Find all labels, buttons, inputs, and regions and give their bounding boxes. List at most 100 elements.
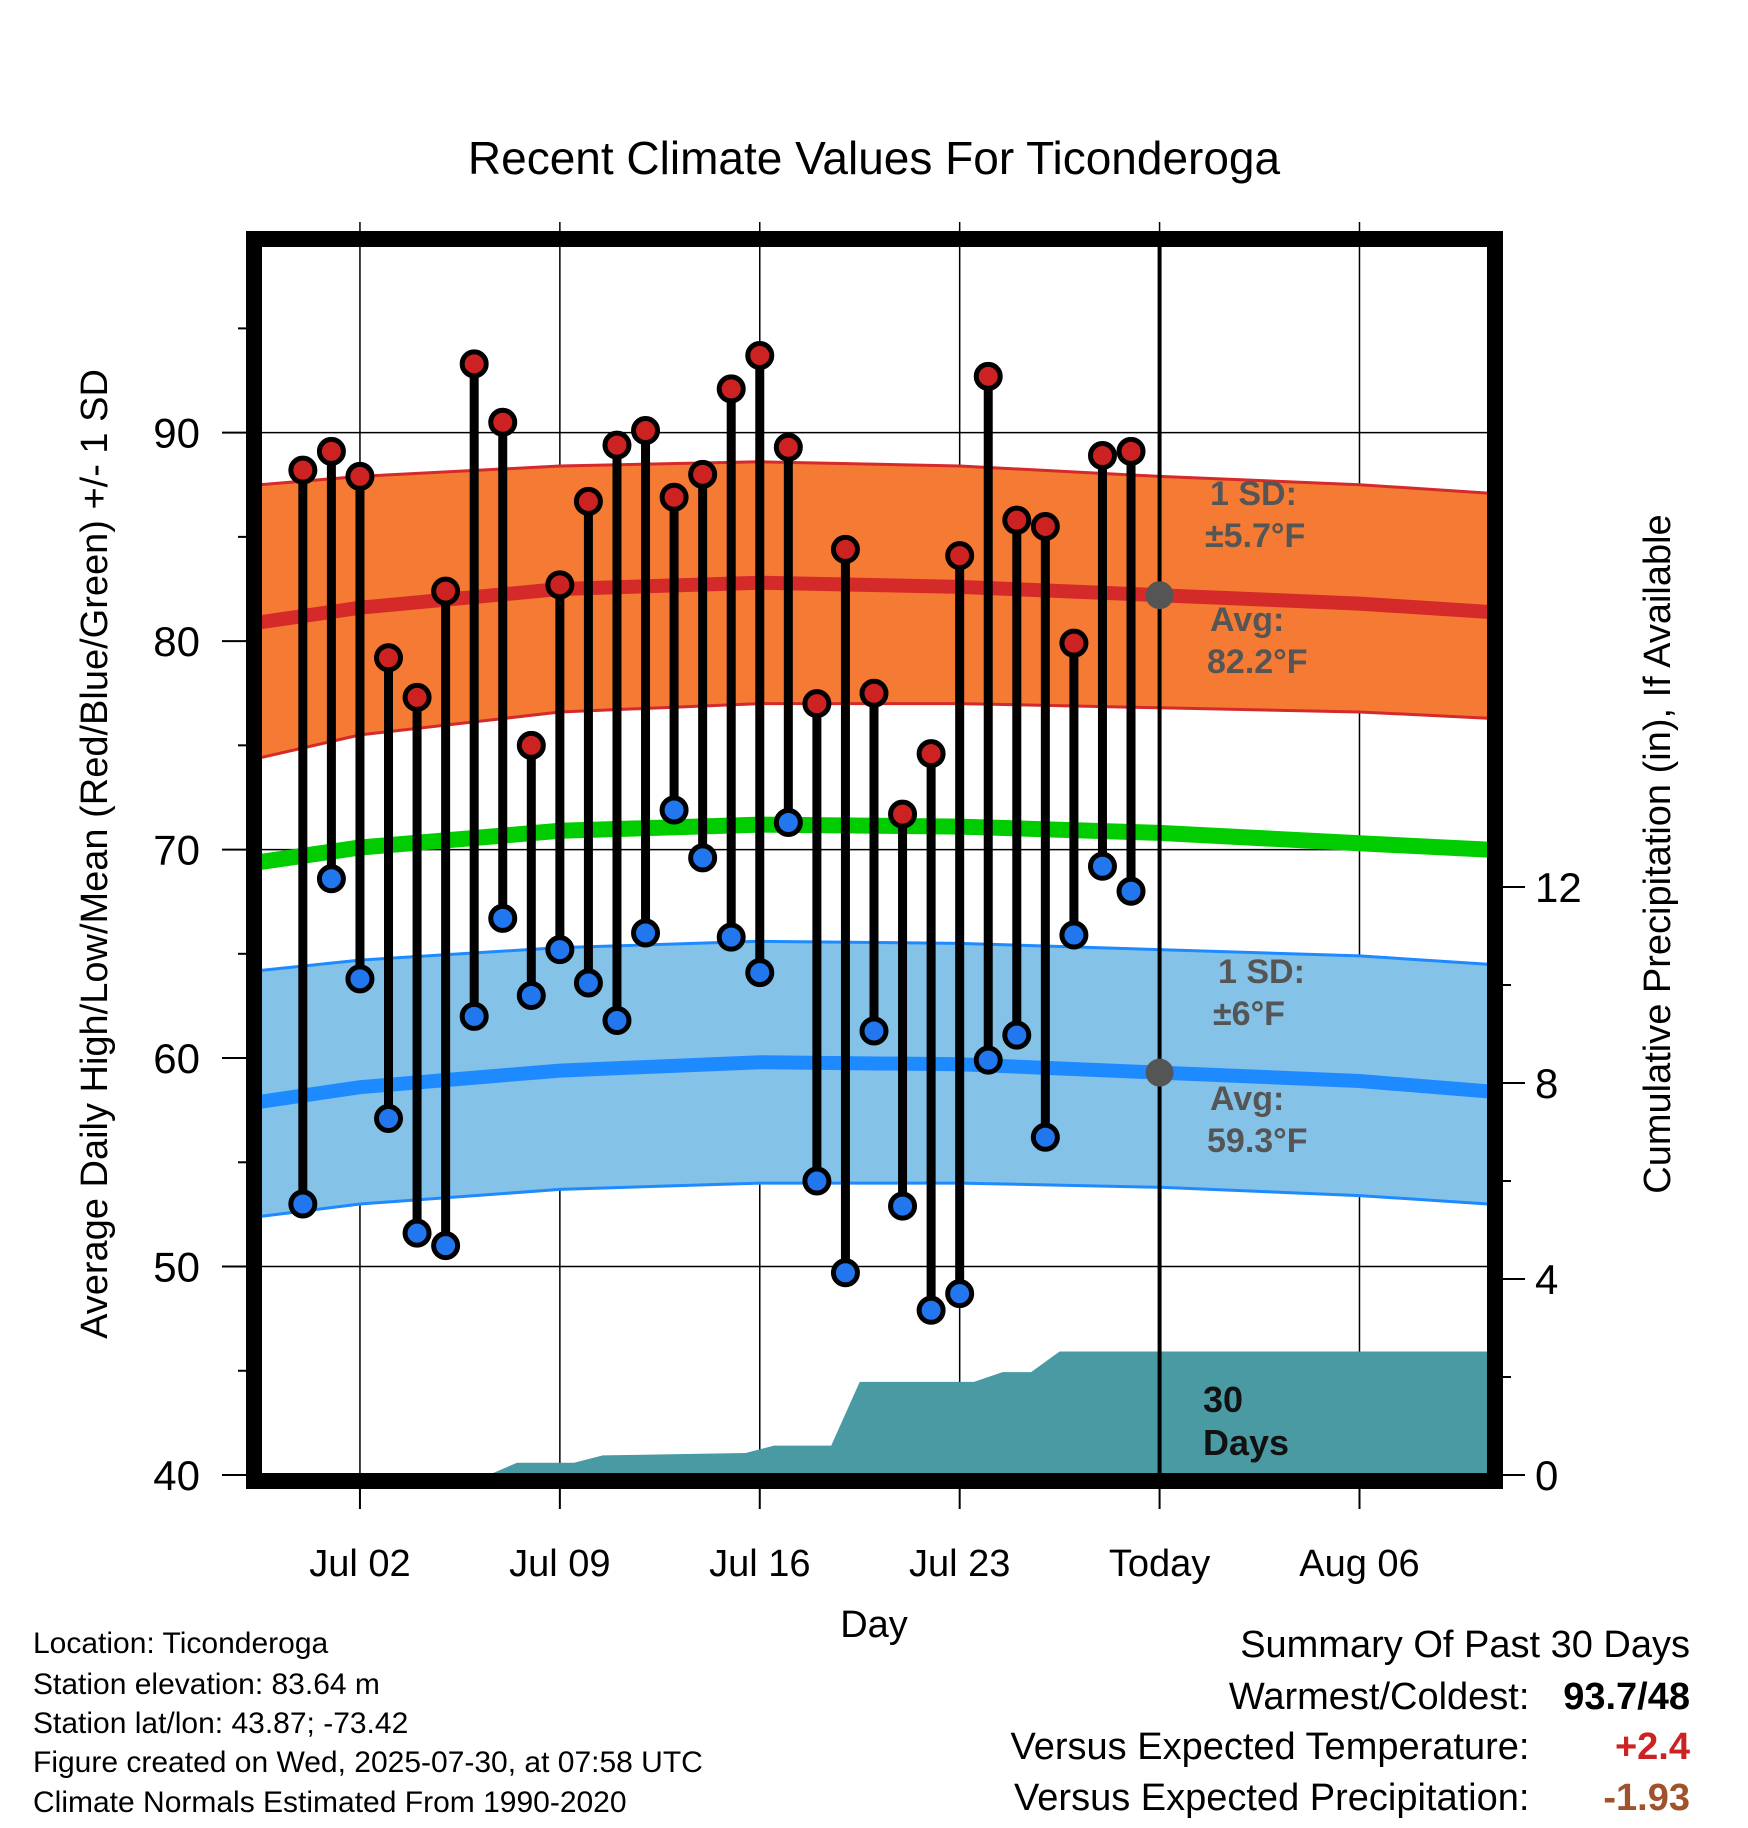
daily-low-point [745, 958, 775, 988]
normal-high-line [258, 575, 1489, 630]
daily-high-point [345, 461, 375, 491]
daily-high-point [431, 576, 461, 606]
summary-warmest-value: 93.7/48 [1563, 1676, 1690, 1718]
daily-high-point [545, 570, 575, 600]
high-sd-label: 1 SD: [1210, 475, 1297, 513]
daily-high-point [402, 682, 432, 712]
x-tick-label: Jul 09 [509, 1543, 610, 1585]
daily-low-point [830, 1258, 860, 1288]
low-avg-label: Avg: [1210, 1080, 1284, 1118]
y2-axis-label: Cumulative Precipitation (in), If Availa… [1637, 514, 1679, 1193]
x-tick-label: Jul 16 [709, 1543, 810, 1585]
chart-title: Recent Climate Values For Ticonderoga [468, 132, 1281, 184]
plot-area: 1 SD: ±5.7°F Avg: 82.2°F 1 SD: ±6°F Avg: 59.3°F… [153, 222, 1582, 1585]
y-tick-label: 70 [153, 827, 200, 874]
y-tick-label: 60 [153, 1035, 200, 1082]
high-band-lower-edge [259, 702, 1489, 760]
summary-precip-label: Versus Expected Precipitation: [1014, 1777, 1530, 1819]
daily-low-point [716, 922, 746, 952]
daily-high-point [688, 459, 718, 489]
info-latlon: Station lat/lon: 43.87; -73.42 [33, 1707, 409, 1740]
daily-low-point [488, 903, 518, 933]
daily-high-point [573, 486, 603, 516]
y-tick-label: 90 [153, 410, 200, 457]
daily-low-point [316, 864, 346, 894]
daily-high-point [1002, 505, 1032, 535]
plot-frame [246, 231, 1503, 1489]
daily-high-point [631, 416, 661, 446]
info-location: Location: Ticonderoga [33, 1627, 329, 1660]
low-sd-band [260, 941, 1488, 1217]
summary-warmest-row: Warmest/Coldest: 93.7/48 [1229, 1677, 1690, 1717]
daily-low-point [1002, 1020, 1032, 1050]
info-elevation: Station elevation: 83.64 m [33, 1668, 380, 1701]
x-tick-label: Jul 23 [909, 1543, 1010, 1585]
high-avg-value: 82.2°F [1207, 643, 1308, 681]
precip-label-line1: 30 [1203, 1379, 1243, 1420]
daily-high-point [516, 730, 546, 760]
y2-tick-label: 4 [1535, 1256, 1558, 1303]
daily-low-point [659, 795, 689, 825]
high-sd-value: ±5.7°F [1205, 517, 1305, 555]
daily-low-point [631, 918, 661, 948]
daily-high-point [1059, 628, 1089, 658]
daily-low-point [602, 1006, 632, 1036]
daily-high-point [973, 361, 1003, 391]
daily-low-point [973, 1045, 1003, 1075]
daily-low-point [374, 1104, 404, 1134]
info-created: Figure created on Wed, 2025-07-30, at 07… [33, 1746, 703, 1779]
daily-high-point [745, 340, 775, 370]
precipitation-area [260, 1351, 1488, 1475]
daily-high-point [459, 349, 489, 379]
daily-high-point [945, 541, 975, 571]
low-band-lower-edge [259, 1181, 1489, 1218]
daily-high-point [374, 643, 404, 673]
precip-label-line2: Days [1203, 1422, 1289, 1463]
daily-low-point [573, 968, 603, 998]
normal-mean-line [258, 816, 1489, 871]
daily-high-point [716, 374, 746, 404]
y2-tick-label: 12 [1535, 864, 1582, 911]
daily-low-point [1116, 876, 1146, 906]
today-low-avg-marker [1145, 1058, 1174, 1087]
daily-low-point [516, 981, 546, 1011]
today-high-avg-marker [1145, 581, 1174, 610]
high-avg-label: Avg: [1210, 601, 1284, 639]
daily-high-point [859, 678, 889, 708]
daily-low-point [402, 1218, 432, 1248]
daily-low-point [773, 807, 803, 837]
daily-low-point [916, 1295, 946, 1325]
daily-high-point [602, 430, 632, 460]
daily-high-point [488, 407, 518, 437]
x-axis-label: Day [840, 1604, 908, 1646]
daily-low-point [431, 1231, 461, 1261]
daily-high-point [802, 689, 832, 719]
daily-low-point [345, 964, 375, 994]
summary-heading: Summary Of Past 30 Days [1240, 1624, 1690, 1666]
info-normals: Climate Normals Estimated From 1990-2020 [33, 1786, 627, 1819]
low-avg-value: 59.3°F [1207, 1122, 1308, 1160]
daily-high-point [316, 436, 346, 466]
x-tick-label: Today [1109, 1543, 1210, 1585]
summary-temp-row: Versus Expected Temperature: +2.4 [1011, 1727, 1690, 1767]
daily-high-point [1116, 436, 1146, 466]
x-tick-label: Jul 02 [309, 1543, 410, 1585]
high-sd-band [260, 461, 1488, 758]
daily-low-point [288, 1189, 318, 1219]
daily-high-point [288, 455, 318, 485]
daily-low-point [545, 935, 575, 965]
y-tick-label: 50 [153, 1244, 200, 1291]
daily-high-point [916, 739, 946, 769]
summary-precip-value: -1.93 [1603, 1777, 1690, 1819]
summary-precip-row: Versus Expected Precipitation: -1.93 [1014, 1778, 1690, 1818]
daily-high-point [888, 799, 918, 829]
daily-low-point [1059, 920, 1089, 950]
summary-warmest-label: Warmest/Coldest: [1228, 1676, 1530, 1718]
x-tick-label: Aug 06 [1299, 1543, 1419, 1585]
daily-high-point [830, 534, 860, 564]
daily-low-point [802, 1166, 832, 1196]
y2-tick-label: 0 [1535, 1452, 1558, 1499]
daily-low-point [1087, 851, 1117, 881]
daily-low-point [945, 1279, 975, 1309]
